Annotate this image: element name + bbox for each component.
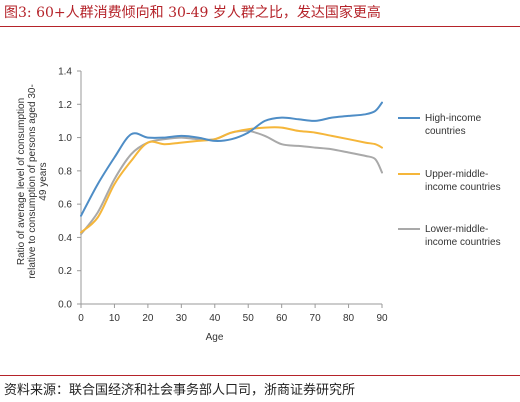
chart-axes: 0.0 0.2 0.4 0.6 0.8 1.0 1.2 1.4 0 10 20 30 40 50 60 70 8… xyxy=(58,67,388,325)
legend-label-high-income: countries xyxy=(425,126,466,137)
x-tick-label: 80 xyxy=(343,313,355,324)
source-rule xyxy=(0,375,520,376)
legend-label-lower-middle-income: income countries xyxy=(425,237,501,248)
y-axis-label-line: Ratio of average level of consumption xyxy=(16,98,27,265)
y-tick-label: 1.0 xyxy=(58,133,72,144)
x-tick-label: 60 xyxy=(276,313,288,324)
y-axis-label-line: relative to consumption of persons aged … xyxy=(27,84,38,279)
y-tick-label: 0.0 xyxy=(58,300,72,311)
legend: High-income countries Upper-middle-income … xyxy=(398,113,501,248)
x-tick-label: 0 xyxy=(78,313,84,324)
x-tick-label: 70 xyxy=(310,313,322,324)
legend-label-upper-middle-income: income countries xyxy=(425,182,501,193)
x-axis-label: Age xyxy=(206,332,224,343)
series-line-high-income xyxy=(80,101,383,217)
x-tick-label: 10 xyxy=(109,313,121,324)
x-tick-label: 40 xyxy=(209,313,221,324)
y-tick-label: 1.4 xyxy=(58,67,72,78)
legend-label-upper-middle-income: Upper-middle- xyxy=(425,169,488,180)
y-tick-label: 0.8 xyxy=(58,166,72,177)
x-tick-label: 30 xyxy=(176,313,188,324)
y-tick-label: 0.4 xyxy=(58,233,72,244)
series-line-lower-middle-income xyxy=(80,129,383,236)
y-tick-label: 0.2 xyxy=(58,266,72,277)
series-line-upper-middle-income xyxy=(80,126,383,234)
legend-label-lower-middle-income: Lower-middle- xyxy=(425,224,488,235)
series-lines xyxy=(80,101,383,236)
legend-label-high-income: High-income xyxy=(425,113,482,124)
x-tick-label: 20 xyxy=(142,313,154,324)
x-tick-label: 90 xyxy=(376,313,388,324)
y-tick-label: 1.2 xyxy=(58,100,72,111)
title-rule xyxy=(0,26,520,27)
y-axis-label: Ratio of average level of consumption rel… xyxy=(16,84,49,279)
y-tick-label: 0.6 xyxy=(58,200,72,211)
source-note: 资料来源：联合国经济和社会事务部人口司，浙商证券研究所 xyxy=(4,383,356,398)
x-tick-label: 50 xyxy=(243,313,255,324)
figure-title: 图3: 60+人群消费倾向和 30-49 岁人群之比，发达国家更高 xyxy=(4,5,381,21)
y-axis-label-line: 49 years xyxy=(38,162,49,200)
